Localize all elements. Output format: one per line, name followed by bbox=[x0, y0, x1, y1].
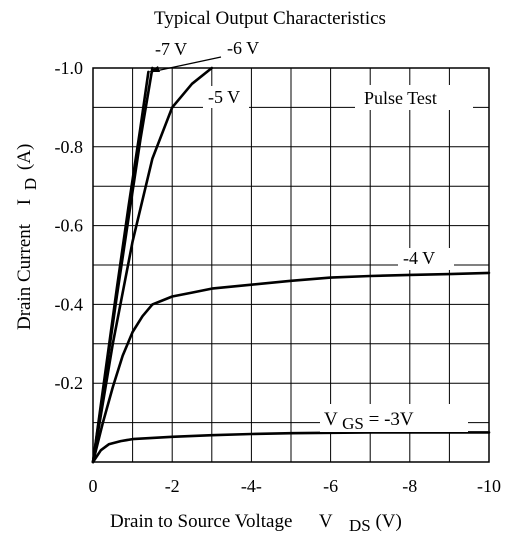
series-label-5v: -5 V bbox=[208, 87, 240, 107]
y-tick-label: -0.8 bbox=[55, 137, 84, 157]
y-tick-labels: -1.0 -0.8 -0.6 -0.4 -0.2 bbox=[55, 58, 84, 393]
y-tick-label: -0.6 bbox=[55, 216, 84, 236]
series-line-1 bbox=[91, 66, 154, 464]
series-label-3v: V GS = -3V bbox=[324, 409, 414, 434]
label-bg-5v bbox=[203, 86, 249, 108]
x-axis-label: Drain to Source Voltage V DS (V) bbox=[110, 511, 402, 534]
series-line-4 bbox=[91, 431, 491, 464]
label-bg-4v bbox=[398, 248, 454, 270]
series-line-3 bbox=[91, 271, 491, 464]
y-axis-label: Drain Current I D (A) bbox=[14, 144, 41, 330]
x-tick-labels: 0 -2 -4- -6 -8 -10 bbox=[89, 476, 502, 496]
pulse-test-annotation: Pulse Test bbox=[364, 88, 437, 108]
label-6v-leader bbox=[150, 56, 222, 73]
label-bg-7v bbox=[152, 38, 196, 60]
series-label-7v: -7 V bbox=[155, 39, 187, 59]
x-tick-label: 0 bbox=[89, 476, 98, 496]
label-6v-arrowhead bbox=[149, 66, 160, 72]
x-tick-label: -4- bbox=[241, 476, 262, 496]
y-tick-label: -0.4 bbox=[55, 294, 84, 314]
y-tick-label: -1.0 bbox=[55, 58, 84, 78]
y-tick-label: -0.2 bbox=[55, 373, 84, 393]
plot-frame bbox=[92, 67, 490, 463]
x-tick-label: -8 bbox=[402, 476, 417, 496]
chart-title: Typical Output Characteristics bbox=[154, 8, 386, 29]
series-line-2 bbox=[91, 66, 214, 464]
x-tick-label: -2 bbox=[165, 476, 180, 496]
x-tick-label: -6 bbox=[323, 476, 338, 496]
label-bg-6v bbox=[224, 38, 270, 60]
label-bg-3v bbox=[320, 404, 468, 432]
pulse-test-box bbox=[355, 85, 473, 110]
x-tick-label: -10 bbox=[477, 476, 501, 496]
series-label-4v: -4 V bbox=[403, 248, 435, 268]
series-lines bbox=[91, 66, 491, 464]
series-label-6v: -6 V bbox=[227, 38, 259, 58]
